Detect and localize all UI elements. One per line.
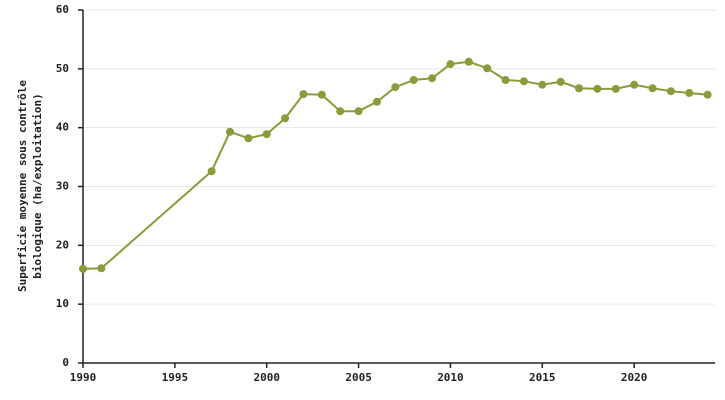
data-point <box>262 130 271 139</box>
y-axis-label: Superficie moyenne sous contrôle <box>16 80 29 292</box>
data-point <box>97 264 106 273</box>
x-tick-label: 2020 <box>621 371 648 384</box>
data-point <box>336 107 345 116</box>
data-point <box>391 83 400 92</box>
data-point <box>446 60 455 69</box>
y-tick-label: 0 <box>62 356 69 369</box>
data-point <box>519 77 528 86</box>
x-tick-label: 1990 <box>70 371 97 384</box>
data-point <box>281 114 290 123</box>
data-point <box>666 87 675 96</box>
y-tick-label: 60 <box>56 3 69 16</box>
x-tick-label: 2005 <box>345 371 372 384</box>
data-point <box>648 84 657 93</box>
data-point <box>630 80 639 89</box>
x-tick-label: 2015 <box>529 371 556 384</box>
data-point <box>483 64 492 73</box>
x-tick-label: 2000 <box>253 371 280 384</box>
data-point <box>409 76 418 85</box>
data-point <box>207 167 216 176</box>
y-tick-label: 30 <box>56 180 69 193</box>
y-axis-label: biologique (ha/exploitation) <box>31 93 44 278</box>
data-point <box>354 107 363 116</box>
data-point <box>593 84 602 93</box>
data-point <box>575 84 584 93</box>
x-tick-label: 1995 <box>162 371 189 384</box>
data-point <box>299 90 308 99</box>
data-point <box>464 57 473 66</box>
y-tick-label: 50 <box>56 62 69 75</box>
data-line <box>82 60 708 270</box>
data-point <box>556 77 565 86</box>
data-point <box>79 264 87 273</box>
data-point <box>428 74 437 83</box>
y-tick-label: 10 <box>56 297 69 310</box>
data-point <box>685 88 694 97</box>
data-point <box>372 97 381 106</box>
data-point <box>225 127 234 136</box>
data-point <box>317 90 326 99</box>
x-tick-label: 2010 <box>437 371 464 384</box>
data-point <box>611 84 620 93</box>
data-point <box>244 134 253 143</box>
data-point <box>501 76 510 85</box>
y-tick-label: 20 <box>56 238 69 251</box>
data-point <box>538 80 547 89</box>
data-point <box>703 90 712 99</box>
y-tick-label: 40 <box>56 121 69 134</box>
